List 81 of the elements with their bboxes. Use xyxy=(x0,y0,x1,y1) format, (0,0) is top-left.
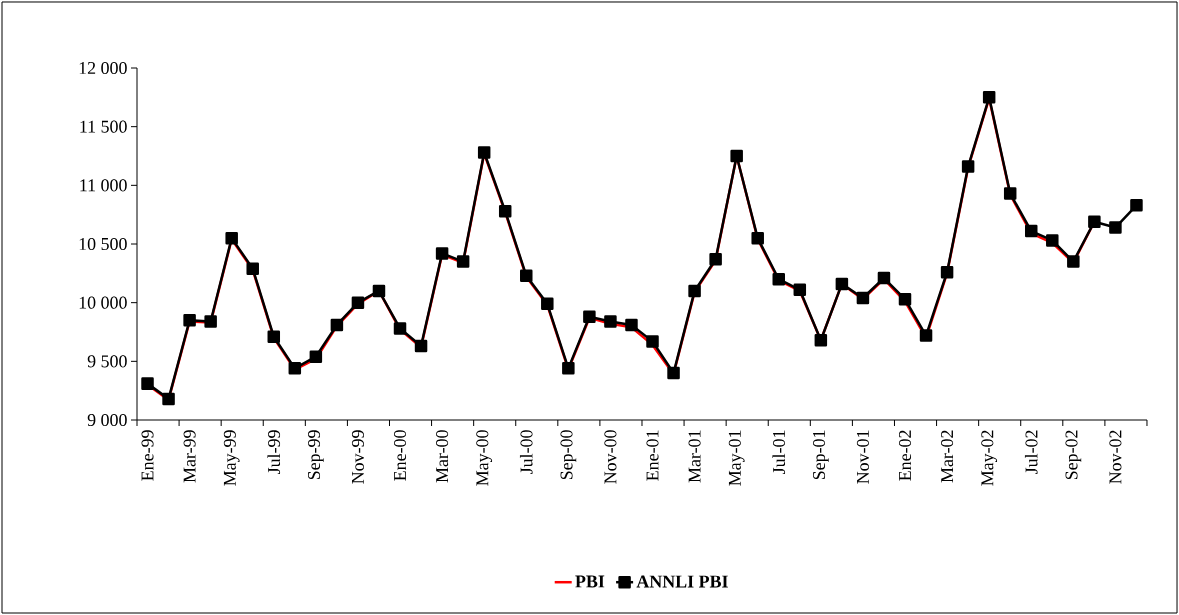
point xyxy=(898,292,912,306)
point xyxy=(919,329,933,342)
point xyxy=(751,231,764,245)
point xyxy=(477,146,491,159)
point xyxy=(288,362,302,375)
point xyxy=(814,333,828,347)
point xyxy=(1003,187,1017,200)
point xyxy=(204,315,217,328)
point xyxy=(520,269,533,282)
point xyxy=(498,204,512,218)
x-tick-label: Sep-01 xyxy=(812,430,829,480)
y-tick-label: 9 500 xyxy=(87,355,127,368)
x-tick-label: Jul-00 xyxy=(519,430,533,474)
point xyxy=(688,284,701,298)
x-tick-label: Ene-01 xyxy=(646,430,659,481)
point xyxy=(646,335,659,348)
point xyxy=(267,330,281,343)
x-tick-label: Sep-00 xyxy=(560,430,577,480)
point xyxy=(141,377,154,390)
point xyxy=(793,283,807,297)
point xyxy=(772,272,785,286)
point xyxy=(1109,221,1122,234)
y-tick-label: 11 000 xyxy=(80,179,127,192)
y-tick-label: 12 000 xyxy=(79,61,127,75)
x-tick-label: Ene-00 xyxy=(393,430,407,481)
y-tick-label: 10 500 xyxy=(79,237,127,251)
x-tick-label: Jul-99 xyxy=(267,430,281,474)
point xyxy=(372,284,386,298)
point xyxy=(162,392,175,406)
y-tick-label: 10 000 xyxy=(79,296,127,309)
point xyxy=(330,318,344,332)
point xyxy=(835,277,849,291)
point xyxy=(351,296,365,309)
x-tick-label: May-01 xyxy=(728,430,745,486)
point xyxy=(583,310,596,323)
x-tick-label: Jul-01 xyxy=(772,430,786,474)
point xyxy=(877,271,891,285)
point xyxy=(625,318,638,332)
point xyxy=(1046,234,1059,247)
x-tick-label: Mar-99 xyxy=(183,430,196,483)
point xyxy=(667,366,680,380)
point xyxy=(982,91,996,104)
x-tick-label: Nov-02 xyxy=(1109,430,1122,484)
point xyxy=(414,339,428,353)
point xyxy=(604,315,617,328)
point xyxy=(393,322,407,335)
x-tick-label: Mar-01 xyxy=(688,430,701,483)
point xyxy=(435,247,449,260)
point xyxy=(309,350,323,363)
point xyxy=(730,149,743,163)
point xyxy=(1088,215,1101,228)
x-tick-label: May-02 xyxy=(981,430,998,486)
point xyxy=(856,291,870,305)
x-tick-label: May-99 xyxy=(223,430,240,486)
point xyxy=(562,362,575,375)
point xyxy=(1130,199,1143,212)
x-tick-label: Mar-02 xyxy=(941,430,954,483)
x-tick-label: Ene-02 xyxy=(898,430,912,481)
point xyxy=(1025,224,1038,238)
x-tick-label: Nov-99 xyxy=(351,430,364,484)
point xyxy=(940,265,954,279)
x-tick-label: Nov-00 xyxy=(604,430,617,484)
point xyxy=(225,231,238,245)
x-tick-label: Sep-99 xyxy=(308,430,324,480)
x-tick-label: Sep-02 xyxy=(1065,430,1082,480)
x-tick-label: Ene-99 xyxy=(141,430,154,481)
y-tick-label: 9 000 xyxy=(87,413,127,427)
point xyxy=(1067,255,1080,268)
y-tick-label: 11 500 xyxy=(80,120,127,133)
x-tick-label: Nov-01 xyxy=(856,430,869,484)
point xyxy=(541,297,554,311)
point xyxy=(709,253,722,266)
point xyxy=(183,314,196,327)
point xyxy=(961,160,975,173)
legend-label: ANNLI PBI xyxy=(636,575,728,588)
x-tick-label: May-00 xyxy=(476,430,493,486)
legend-label: PBI xyxy=(575,575,605,588)
x-tick-label: Jul-02 xyxy=(1024,430,1038,474)
point xyxy=(456,255,470,268)
point xyxy=(246,262,259,275)
x-tick-label: Mar-00 xyxy=(436,430,449,483)
